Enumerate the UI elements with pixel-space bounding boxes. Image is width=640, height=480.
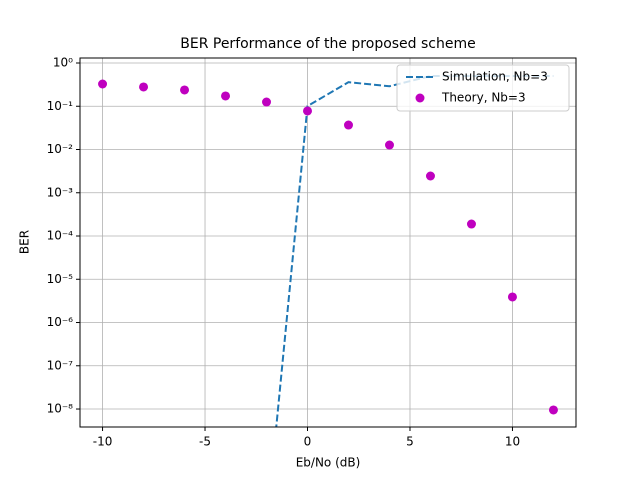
data-point [384,140,394,150]
y-tick-label: 10⁻⁴ [47,229,74,243]
y-tick-label: 10⁻³ [47,185,74,199]
x-tick-label: 5 [406,435,414,449]
legend-box [396,64,570,112]
data-point [262,97,272,107]
data-point [139,82,149,92]
data-point [221,91,231,101]
legend-marker [415,93,425,103]
x-tick-label: -10 [93,435,113,449]
x-axis-label: Eb/No (dB) [296,456,361,470]
y-tick-label: 10⁻⁵ [47,272,74,286]
data-point [466,219,476,229]
y-tick-label: 10⁰ [53,56,73,70]
data-point [343,120,353,130]
x-tick-label: 0 [304,435,312,449]
y-tick-label: 10⁻⁷ [47,358,74,372]
x-tick-label: 10 [505,435,520,449]
y-tick-label: 10⁻⁸ [47,402,74,416]
y-tick-label: 10⁻¹ [47,99,74,113]
chart-title: BER Performance of the proposed scheme [180,36,476,52]
legend-label: Theory, Nb=3 [441,91,526,105]
data-point [303,106,313,116]
data-point [180,85,190,95]
data-point [548,405,558,415]
data-point [425,171,435,181]
y-axis-label: BER [18,230,32,254]
y-tick-label: 10⁻⁶ [47,315,74,329]
y-tick-label: 10⁻² [47,142,74,156]
legend-label: Simulation, Nb=3 [442,70,548,84]
data-point [98,79,108,89]
x-tick-label: -5 [199,435,211,449]
data-point [507,292,517,302]
plot-frame [79,57,577,428]
